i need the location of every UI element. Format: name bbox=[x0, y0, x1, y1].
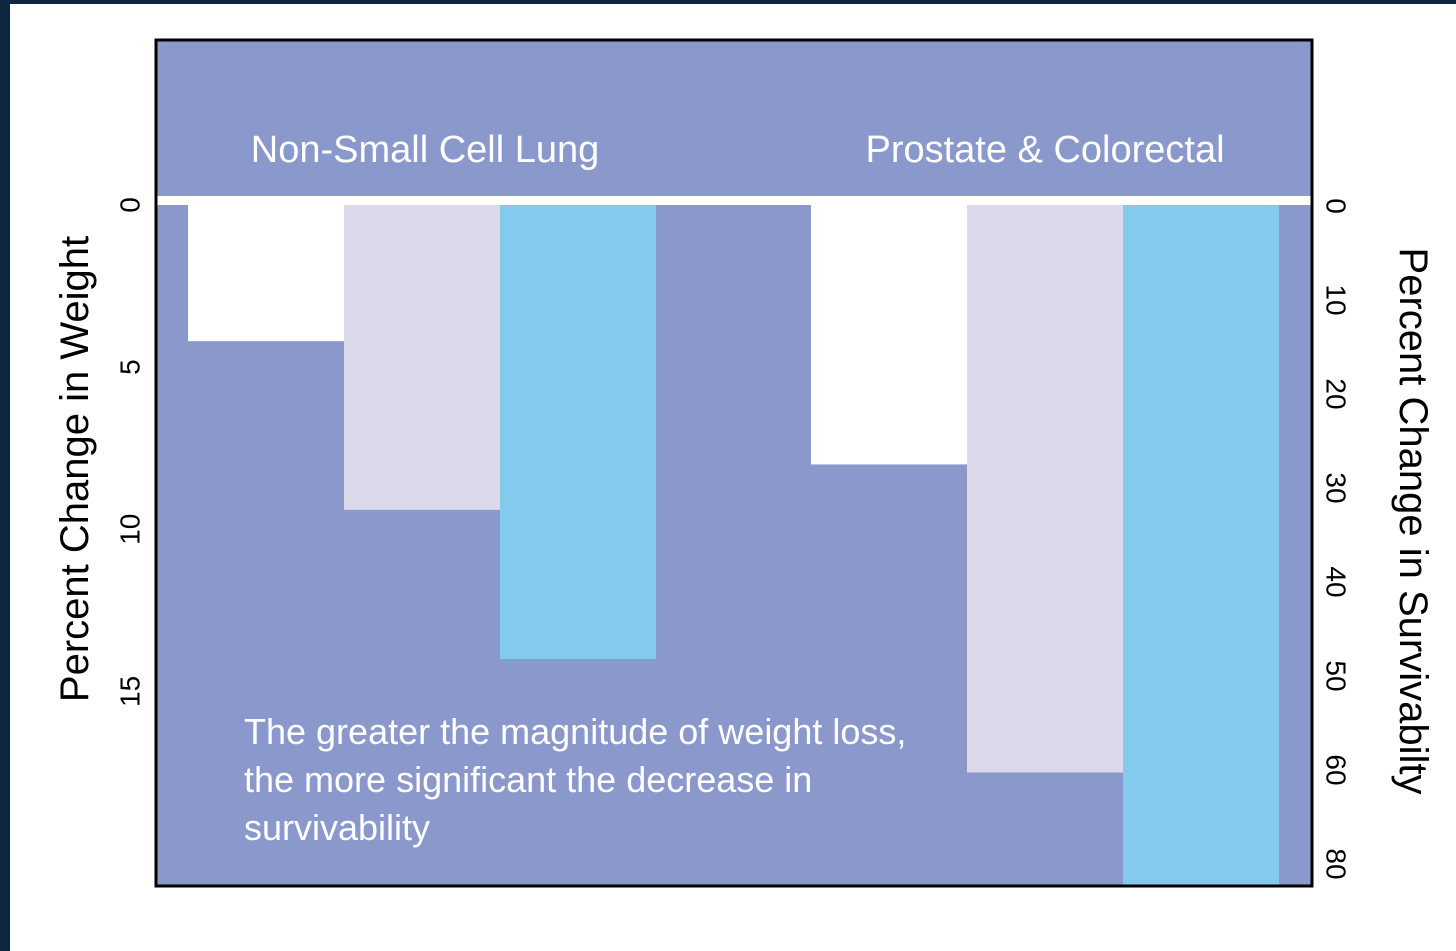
y2-tick-label: 80 bbox=[1321, 848, 1352, 879]
category-label-2: Prostate & Colorectal bbox=[865, 129, 1224, 171]
y-axis-label: Percent Change in Weight bbox=[53, 236, 97, 702]
bar-2-2 bbox=[967, 205, 1123, 773]
y2-axis-label: Percent Change in Survivabilty bbox=[1391, 248, 1435, 795]
bar-2-1 bbox=[811, 205, 967, 465]
y2-tick-label: 50 bbox=[1321, 660, 1352, 691]
bar-1-1 bbox=[188, 205, 344, 342]
y-tick-label: 10 bbox=[115, 514, 146, 545]
bar-1-2 bbox=[344, 205, 500, 510]
zero-baseline bbox=[156, 196, 1312, 205]
bar-2-3 bbox=[1123, 205, 1279, 886]
annotation-line-1: The greater the magnitude of weight loss… bbox=[244, 711, 906, 752]
y2-tick-label: 60 bbox=[1321, 754, 1352, 785]
y2-tick-label: 20 bbox=[1321, 378, 1352, 409]
chart-frame: Non-Small Cell Lung Prostate & Colorectal… bbox=[10, 4, 1456, 951]
category-label-1: Non-Small Cell Lung bbox=[251, 129, 600, 171]
bar-1-3 bbox=[500, 205, 656, 659]
y2-tick-label: 0 bbox=[1321, 198, 1352, 214]
y-tick-label: 5 bbox=[115, 359, 146, 375]
annotation-line-3: survivability bbox=[244, 807, 430, 848]
plot-border bbox=[154, 38, 1314, 888]
annotation-line-2: the more significant the decrease in bbox=[244, 759, 812, 800]
bar-chart: Non-Small Cell Lung Prostate & Colorectal… bbox=[53, 38, 1435, 888]
y2-tick-label: 10 bbox=[1321, 284, 1352, 315]
y2-tick-label: 40 bbox=[1321, 566, 1352, 597]
y-tick-label: 0 bbox=[115, 197, 146, 213]
y2-tick-label: 30 bbox=[1321, 472, 1352, 503]
y-tick-label: 15 bbox=[115, 676, 146, 707]
